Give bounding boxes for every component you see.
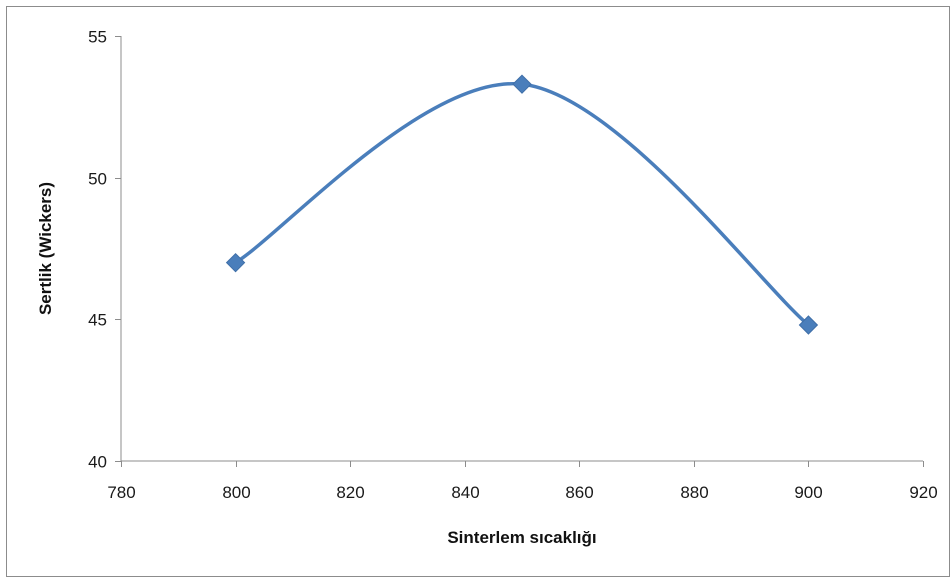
data-point-marker: [798, 315, 819, 335]
y-tick-label: 50: [88, 170, 107, 189]
x-tick-label: 780: [107, 483, 135, 502]
x-tick-label: 800: [222, 483, 250, 502]
y-tick-label: 55: [88, 28, 107, 47]
x-tick-label: 880: [680, 483, 708, 502]
y-tick-label: 40: [88, 453, 107, 472]
series-line: [233, 82, 811, 327]
y-axis-title: Sertlik (Wickers): [36, 182, 55, 315]
series-layer: [225, 74, 819, 335]
chart-frame: [6, 6, 950, 577]
x-tick-label: 900: [794, 483, 822, 502]
x-axis-title: Sinterlem sıcaklığı: [447, 528, 596, 547]
x-tick-label: 820: [336, 483, 364, 502]
x-tick-label: 840: [451, 483, 479, 502]
data-point-marker: [225, 252, 246, 273]
data-point-marker: [512, 74, 532, 94]
y-tick-label: 45: [88, 311, 107, 330]
x-tick-label: 860: [565, 483, 593, 502]
axes: 40 45 50 55 780 800 820 840 860 880 900 920: [88, 28, 938, 503]
x-tick-label: 920: [909, 483, 937, 502]
